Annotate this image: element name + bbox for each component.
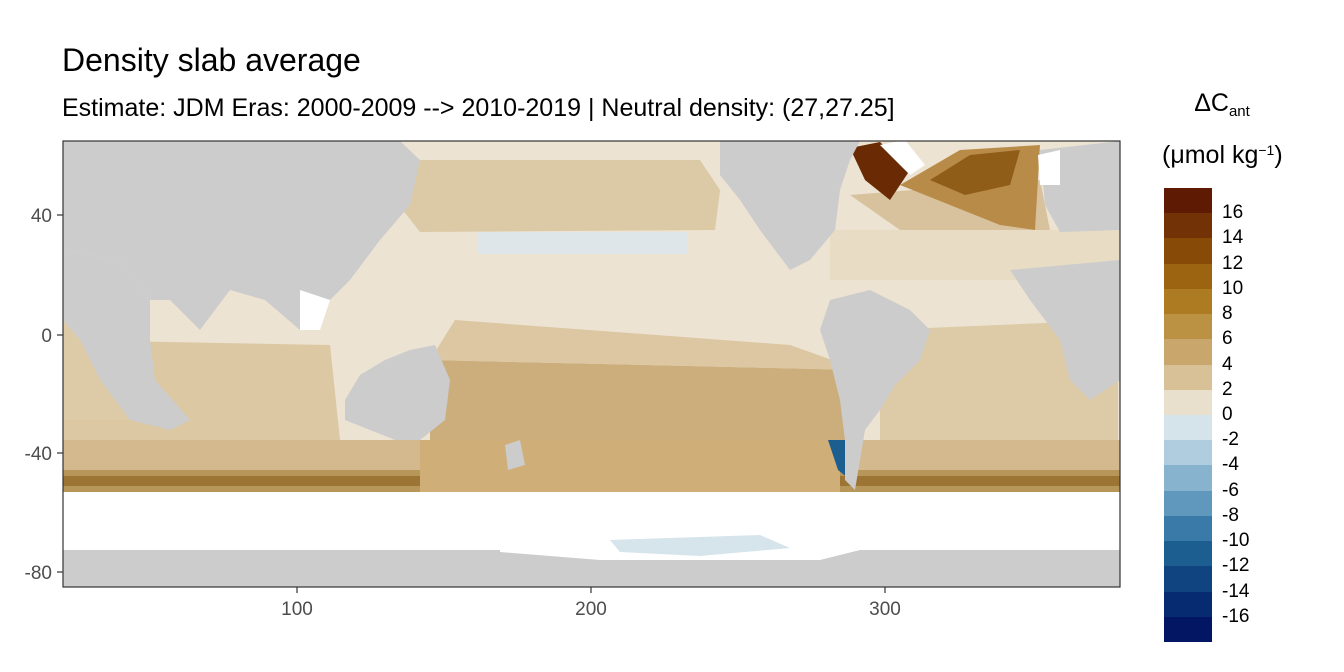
legend-swatch	[1164, 213, 1212, 239]
legend-label: -14	[1222, 580, 1250, 602]
legend-label: 14	[1222, 227, 1244, 249]
legend-label: 16	[1222, 202, 1244, 224]
new-zealand-land	[505, 440, 525, 470]
legend-label: -4	[1222, 454, 1239, 476]
north-pacific-negative-patch	[478, 232, 688, 254]
legend-label: 2	[1222, 378, 1233, 400]
south-atlantic-band	[880, 320, 1118, 440]
x-tick-label: 200	[575, 599, 607, 620]
map-title: Density slab average	[62, 42, 361, 78]
legend-label: -6	[1222, 479, 1239, 501]
chile-negative-wedge	[828, 440, 850, 478]
legend-swatch	[1164, 188, 1212, 214]
y-tick-label: -80	[25, 563, 52, 584]
legend-swatch	[1164, 364, 1212, 390]
y-tick-label: 40	[31, 206, 52, 227]
south-pacific-band-upper	[430, 320, 860, 370]
western-edge-land	[63, 141, 90, 250]
legend-label: -10	[1222, 530, 1250, 552]
legend-swatch	[1164, 515, 1212, 542]
legend-label: 8	[1222, 303, 1233, 325]
legend-label: 0	[1222, 404, 1233, 425]
north-pacific-band	[395, 160, 720, 232]
y-tick-label: -40	[25, 444, 52, 465]
legend-label: 10	[1222, 277, 1244, 299]
ross-sea-negative	[610, 535, 790, 556]
map-panel	[63, 141, 1120, 587]
legend-swatch	[1164, 314, 1212, 340]
legend-swatch	[1164, 288, 1212, 315]
legend-title-unit: (μmol kg−1)	[1162, 141, 1283, 169]
axis-ticks	[57, 214, 886, 593]
legend-label: 4	[1222, 353, 1233, 375]
legend-swatch	[1164, 339, 1212, 365]
indonesia-no-data	[300, 290, 330, 330]
legend-swatch	[1164, 389, 1212, 415]
south-pacific-deep-band	[420, 440, 840, 505]
south-america-land	[820, 290, 930, 490]
legend-swatch	[1164, 263, 1212, 289]
legend-swatch	[1164, 414, 1212, 441]
africa-land	[63, 250, 190, 430]
africa-east-land	[1010, 260, 1120, 400]
legend-swatch	[1164, 238, 1212, 264]
hudson-no-data	[880, 141, 925, 175]
australia-land	[345, 345, 450, 440]
legend-title: ΔCant (μmol kg−1)	[1162, 84, 1283, 174]
legend-swatch	[1164, 616, 1212, 642]
legend-label: -2	[1222, 429, 1239, 451]
legend-label: -16	[1222, 605, 1250, 627]
legend-swatch	[1164, 566, 1212, 592]
map-subtitle: Estimate: JDM Eras: 2000-2009 --> 2010-2…	[62, 94, 895, 122]
x-tick-label: 100	[281, 599, 313, 620]
legend-label: 6	[1222, 328, 1233, 350]
x-tick-label: 300	[869, 599, 901, 620]
legend-swatch	[1164, 541, 1212, 567]
legend-label: 12	[1222, 252, 1244, 274]
legend-swatch	[1164, 591, 1212, 617]
legend-swatch	[1164, 465, 1212, 491]
south-pacific-band	[430, 360, 860, 440]
legend-label: -12	[1222, 555, 1250, 577]
west-indian-coast	[63, 320, 130, 420]
legend-labels: 16 14 12 10 8 6 4 2 0 -2 -4 -6 -8 -10 -12 -14 -16	[1222, 188, 1282, 642]
legend-swatch	[1164, 490, 1212, 516]
north-atlantic-peak	[930, 150, 1020, 195]
y-tick-label: 0	[41, 326, 52, 347]
eurasia-land	[63, 141, 420, 330]
legend-colorbar	[1164, 188, 1212, 642]
legend-title-symbol: ΔCant	[1194, 89, 1250, 120]
legend-swatch	[1164, 440, 1212, 466]
north-america-land	[720, 141, 860, 270]
nordic-no-data	[1038, 150, 1060, 185]
legend-label: -8	[1222, 504, 1239, 526]
